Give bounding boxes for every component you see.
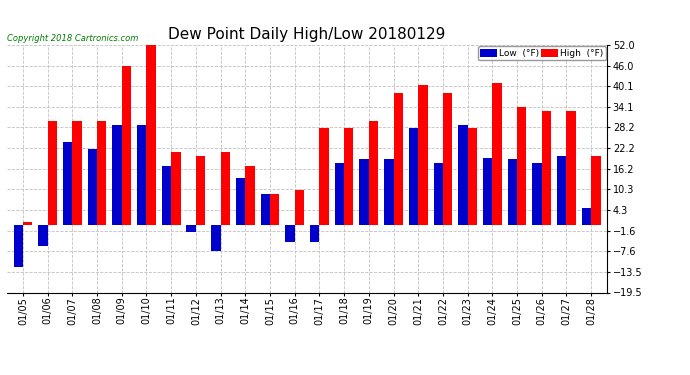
Bar [344,128,353,225]
Bar [458,124,468,225]
Text: Copyright 2018 Cartronics.com: Copyright 2018 Cartronics.com [7,33,138,42]
Bar [384,159,393,225]
Bar [443,93,453,225]
Bar [468,128,477,225]
Bar [483,158,493,225]
Bar [63,142,72,225]
Bar [393,93,403,225]
Bar [245,166,255,225]
Bar [295,190,304,225]
Bar [146,45,156,225]
Bar [508,159,517,225]
Bar [270,194,279,225]
Bar [591,156,600,225]
Bar [112,124,121,225]
Bar [161,166,171,225]
Bar [186,225,196,232]
Bar [310,225,319,242]
Bar [221,152,230,225]
Bar [23,222,32,225]
Bar [369,121,378,225]
Bar [533,163,542,225]
Legend: Low  (°F), High  (°F): Low (°F), High (°F) [477,46,607,60]
Bar [285,225,295,242]
Bar [211,225,221,251]
Bar [38,225,48,246]
Bar [88,149,97,225]
Bar [335,163,344,225]
Bar [319,128,329,225]
Bar [261,194,270,225]
Bar [196,156,205,225]
Bar [72,121,81,225]
Title: Dew Point Daily High/Low 20180129: Dew Point Daily High/Low 20180129 [168,27,446,42]
Bar [121,66,131,225]
Bar [14,225,23,267]
Bar [137,124,146,225]
Bar [171,152,181,225]
Bar [48,121,57,225]
Bar [236,178,245,225]
Bar [493,83,502,225]
Bar [359,159,369,225]
Bar [557,156,566,225]
Bar [566,111,576,225]
Bar [582,208,591,225]
Bar [409,128,418,225]
Bar [433,163,443,225]
Bar [418,85,428,225]
Bar [542,111,551,225]
Bar [517,107,526,225]
Bar [97,121,106,225]
